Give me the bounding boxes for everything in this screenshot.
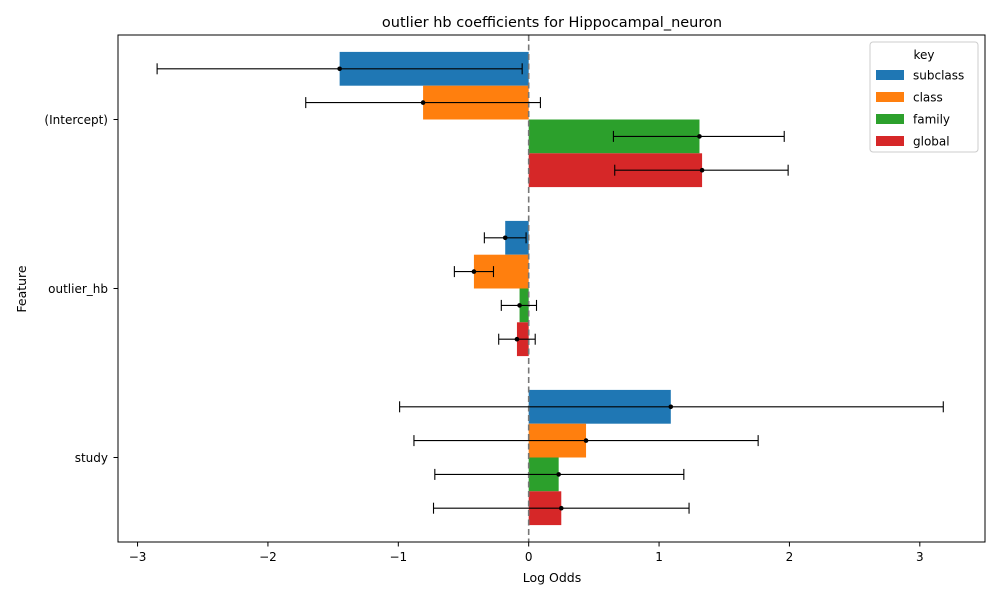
x-axis-label: Log Odds: [523, 570, 582, 585]
chart-title: outlier hb coefficients for Hippocampal_…: [382, 15, 722, 31]
x-tick-label: 3: [916, 550, 924, 564]
x-tick-label: 2: [786, 550, 794, 564]
estimate-point: [583, 438, 589, 443]
estimate-point: [471, 269, 477, 274]
legend-box: [869, 41, 979, 153]
estimate-point: [668, 404, 674, 410]
estimate-point: [514, 336, 520, 342]
legend-label: subclass: [913, 69, 964, 83]
y-tick-label: study: [75, 451, 108, 465]
legend-label: class: [913, 91, 943, 105]
x-tick-label: −3: [129, 550, 147, 564]
y-tick-label: outlier_hb: [48, 282, 108, 296]
estimate-point: [556, 472, 561, 477]
legend-swatch: [876, 114, 904, 124]
y-axis-label: Feature: [14, 265, 29, 313]
estimate-point: [699, 167, 705, 173]
estimate-point: [517, 303, 522, 308]
legend-label: global: [913, 135, 950, 149]
legend-title: key: [913, 48, 934, 62]
legend-label: family: [913, 113, 950, 127]
estimate-point: [502, 235, 508, 241]
x-tick-label: 0: [525, 550, 533, 564]
legend-swatch: [876, 92, 904, 102]
x-tick-label: −1: [389, 550, 407, 564]
legend: key subclass class family global: [869, 41, 979, 153]
estimate-point: [697, 134, 702, 139]
x-tick-label: −2: [259, 550, 277, 564]
estimate-point: [558, 505, 564, 511]
legend-swatch: [876, 136, 904, 146]
estimate-point: [337, 66, 342, 72]
legend-swatch: [876, 70, 904, 80]
y-tick-label: (Intercept): [44, 113, 108, 127]
estimate-point: [420, 100, 426, 105]
x-tick-label: 1: [655, 550, 663, 564]
